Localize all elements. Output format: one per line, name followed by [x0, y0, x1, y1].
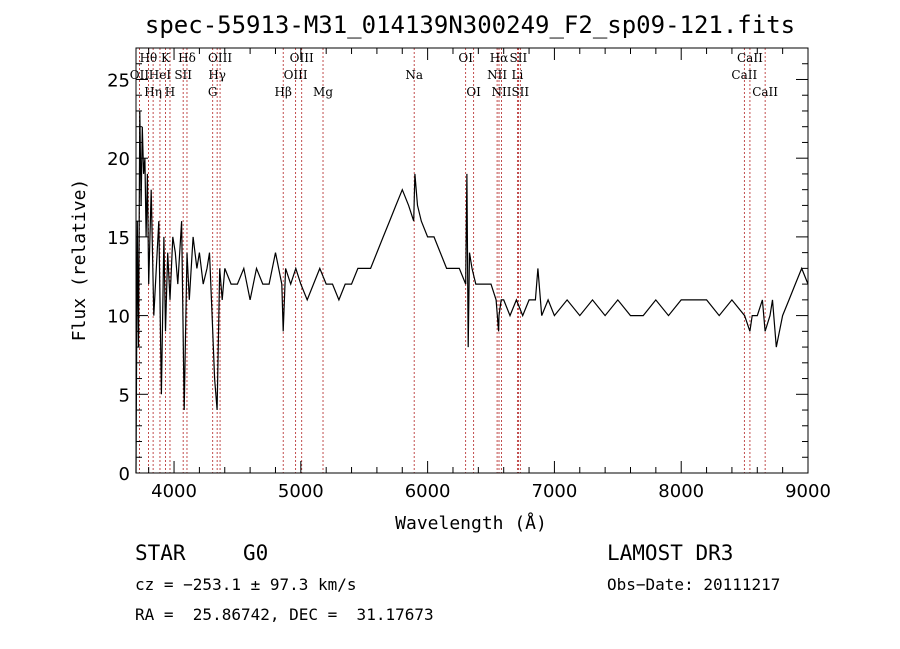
observation-date: Obs−Date: 20111217 — [607, 575, 781, 594]
y-tick-label: 5 — [119, 385, 130, 406]
spectral-line-label: Hβ — [275, 85, 292, 99]
spectral-line-label: Mg — [313, 85, 333, 99]
plot-frame — [135, 47, 809, 474]
y-tick-label: 15 — [107, 228, 130, 249]
spectral-line-label: OIII — [208, 51, 232, 65]
x-tick-label: 4000 — [151, 481, 197, 502]
spectral-line-label: Hδ — [178, 51, 196, 65]
spectral-line-markers — [139, 48, 766, 473]
spectral-line-label: SII — [510, 51, 528, 65]
redshift-velocity: cz = −253.1 ± 97.3 km/s — [135, 575, 357, 594]
survey-name: LAMOST DR3 — [607, 541, 734, 565]
spectral-line-labels: OII Hθ Hη HeI K H SII Hδ G Hγ OIII Hβ OIII OIII Mg Na OI… — [130, 51, 779, 99]
spectral-line-label: CaII — [731, 68, 757, 82]
spectral-line-label: Hθ — [140, 51, 158, 65]
y-tick-label: 20 — [107, 149, 130, 170]
spectrum-series-line — [135, 110, 809, 474]
spectral-line-label: Hα — [490, 51, 509, 65]
spectral-line-label: OI — [466, 85, 481, 99]
x-tick-label: 7000 — [532, 481, 578, 502]
object-subclass: G0 — [243, 541, 269, 565]
spectral-line-label: OIII — [284, 68, 308, 82]
spectral-line-label: SII — [511, 85, 529, 99]
spectral-line-label: OIII — [290, 51, 314, 65]
y-tick-label: 10 — [107, 307, 130, 328]
spectral-line-label: Li — [511, 68, 523, 82]
spectral-line-label: CaII — [737, 51, 763, 65]
spectral-line-label: NII — [487, 68, 507, 82]
x-axis-label: Wavelength (Å) — [395, 512, 547, 534]
y-tick-label: 0 — [119, 464, 130, 485]
y-tick-label: 25 — [107, 70, 130, 91]
spectral-line-label: OI — [458, 51, 473, 65]
object-class: STAR — [135, 541, 186, 565]
spectral-line-label: G — [208, 85, 218, 99]
spectral-line-label: HeI — [149, 68, 172, 82]
spectral-line-label: NII — [492, 85, 512, 99]
spectral-line-label: H — [165, 85, 175, 99]
coordinates: RA = 25.86742, DEC = 31.17673 — [135, 605, 434, 624]
spectral-line-label: Hγ — [208, 68, 226, 82]
x-tick-label: 8000 — [658, 481, 704, 502]
spectral-line-label: OII — [130, 68, 150, 82]
axis-ticks: 4000 5000 6000 7000 8000 9000 0 5 10 15 20 25 — [107, 48, 831, 502]
y-axis-label: Flux (relative) — [69, 179, 90, 342]
x-tick-label: 6000 — [405, 481, 451, 502]
spectral-line-label: CaII — [752, 85, 778, 99]
spectral-line-label: Na — [405, 68, 423, 82]
chart-title: spec-55913-M31_014139N300249_F2_sp09-121… — [145, 11, 795, 39]
spectral-line-label: SII — [174, 68, 192, 82]
spectral-line-label: K — [161, 51, 171, 65]
x-tick-label: 9000 — [785, 481, 831, 502]
spectral-line-label: Hη — [144, 85, 162, 99]
x-tick-label: 5000 — [278, 481, 324, 502]
